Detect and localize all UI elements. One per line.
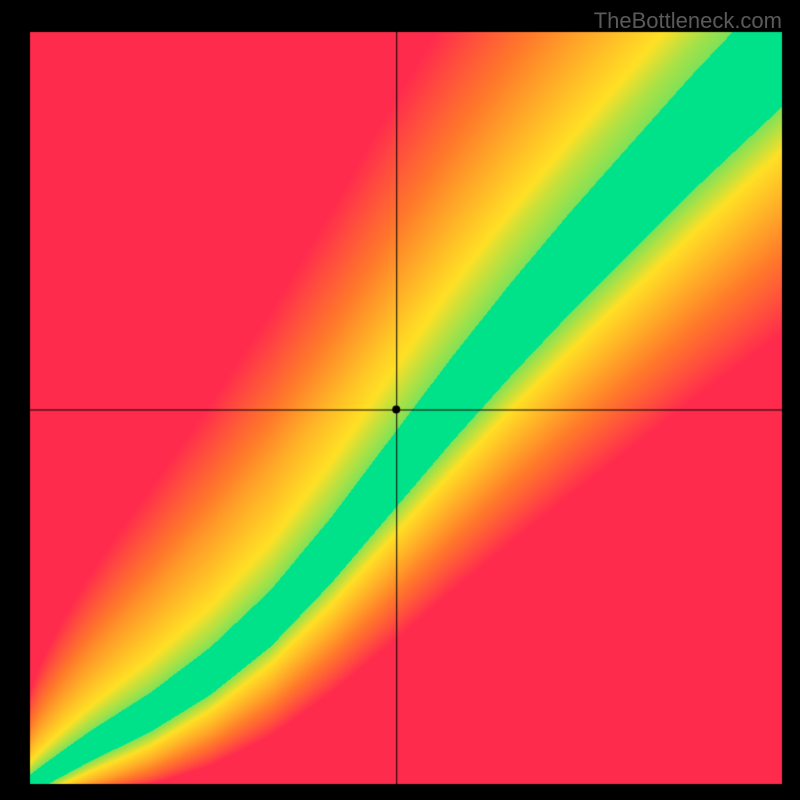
- watermark-text: TheBottleneck.com: [594, 8, 782, 34]
- chart-container: TheBottleneck.com: [0, 0, 800, 800]
- bottleneck-heatmap: [0, 0, 800, 800]
